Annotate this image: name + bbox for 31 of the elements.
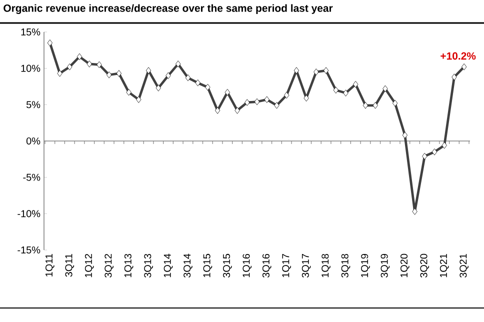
x-tick-label: 1Q19 [361,254,370,278]
x-tick-label: 1Q13 [124,254,134,278]
x-tick-label: 1Q15 [203,254,212,278]
x-tick-label: 3Q15 [223,254,232,278]
x-tick-label: 1Q11 [46,254,54,276]
y-tick-label: 15% [21,28,40,36]
y-tick-label: -10% [18,210,40,218]
annotation: +10.2% [440,52,476,60]
chart-title: Organic revenue increase/decrease over the same period last year [4,4,333,14]
x-tick-label: 3Q16 [262,254,272,278]
y-tick-label: 0% [26,137,40,145]
x-tick-label: 1Q20 [400,254,410,278]
x-tick-label: 3Q19 [380,254,390,278]
x-tick-label: 1Q18 [322,254,330,278]
x-tick-label: 1Q17 [282,254,292,278]
x-tick-label: 3Q21 [460,254,469,278]
x-tick-label: 1Q12 [84,254,94,278]
x-tick-label: 3Q13 [144,254,153,278]
y-tick-label: 5% [26,101,40,108]
y-tick-label: -5% [23,174,40,181]
x-tick-label: 1Q16 [242,254,252,278]
y-tick-label: 10% [21,64,40,72]
x-tick-label: 3Q11 [65,254,74,277]
x-tick-label: 3Q17 [302,254,311,278]
x-tick-label: 1Q14 [164,254,173,278]
x-tick-label: 3Q18 [341,254,350,278]
x-tick-label: 1Q21 [440,254,449,278]
x-tick-label: 3Q14 [184,254,192,278]
x-tick-label: 3Q12 [104,254,114,278]
x-tick-label: 3Q20 [420,254,430,278]
y-tick-label: -15% [18,246,40,254]
